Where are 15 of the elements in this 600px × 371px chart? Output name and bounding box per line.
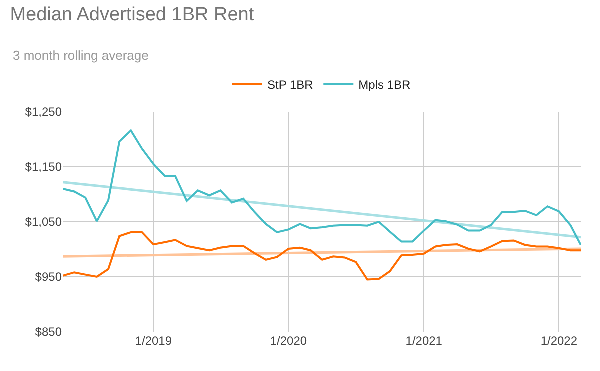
- legend-label: StP 1BR: [268, 78, 314, 92]
- y-tick-label: $1,050: [25, 215, 62, 230]
- chart-subtitle: 3 month rolling average: [13, 48, 149, 63]
- x-tick-label: 1/2020: [270, 334, 308, 348]
- x-tick-label: 1/2022: [540, 334, 578, 348]
- line-series: [63, 231, 581, 281]
- line-series: [63, 130, 581, 246]
- y-tick-label: $850: [35, 325, 62, 340]
- legend-label: Mpls 1BR: [358, 78, 411, 92]
- y-tick-label: $950: [35, 270, 62, 284]
- x-tick-label: 1/2019: [135, 334, 172, 348]
- x-tick-label: 1/2021: [406, 334, 443, 348]
- y-tick-label: $1,150: [25, 160, 62, 174]
- chart-title: Median Advertised 1BR Rent: [10, 4, 255, 26]
- y-tick-label: $1,250: [25, 105, 62, 120]
